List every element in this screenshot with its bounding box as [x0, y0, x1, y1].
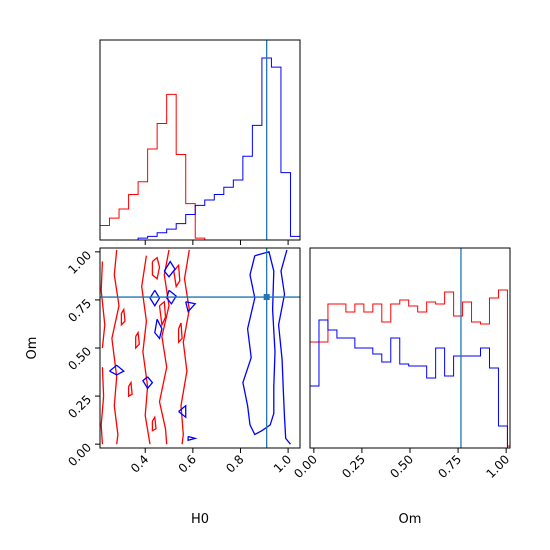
om-x-tick-label-3: 0.75: [435, 452, 464, 481]
joint-x-tick-label-3: 1.0: [271, 452, 294, 475]
contour-series-a-3: [149, 289, 161, 307]
x-axis-label-om: Om: [399, 512, 422, 527]
contour-series-b-6: [151, 256, 161, 280]
contour-series-a-9: [178, 404, 187, 419]
contour-series-a-1: [242, 250, 276, 436]
om-x-tick-label-4: 1.00: [483, 452, 512, 481]
panel-h0-histogram: [99, 39, 301, 245]
contour-series-a-2: [163, 260, 176, 278]
hist-h0-series-a: [100, 57, 300, 240]
joint-y-tick-label-2: 0.50: [65, 344, 94, 373]
om-x-tick-label-2: 0.50: [387, 452, 416, 481]
joint-y-tick-label-1: 0.25: [65, 392, 94, 421]
contour-series-b-8: [158, 300, 167, 328]
contour-series-a-5: [185, 301, 197, 313]
contour-series-b-1: [100, 261, 106, 349]
contour-series-b-0: [111, 249, 120, 445]
joint-x-tick-label-1: 0.6: [176, 452, 199, 475]
joint-y-tick-label-3: 0.75: [65, 296, 94, 325]
contour-series-b-5: [180, 249, 190, 445]
contour-series-b-13: [151, 415, 157, 432]
om-x-tick-label-1: 0.25: [339, 452, 368, 481]
x-axis-label-h0: H0: [191, 512, 209, 527]
panel-joint: 0.4 0.6 0.8 1.0 0.00 0.25 0.50 0.75 1.00: [65, 247, 301, 476]
contour-series-a-10: [187, 435, 198, 442]
panel-om-histogram: 0.00 0.25 0.50 0.75 1.00: [291, 247, 512, 481]
joint-y-tick-label-4: 1.00: [65, 248, 94, 277]
hist-h0-series-b: [100, 93, 300, 240]
joint-x-tick-label-0: 0.4: [128, 452, 151, 475]
joint-x-tick-label-2: 0.8: [223, 452, 246, 475]
contour-series-a-8: [142, 376, 154, 390]
contour-series-b-10: [120, 307, 126, 327]
joint-y-tick-label-0: 0.00: [65, 440, 94, 469]
contour-series-a-6: [154, 318, 163, 340]
contour-series-a-4: [165, 289, 178, 305]
panel-h0-frame: [100, 40, 300, 240]
hist-om-series-b: [310, 289, 510, 448]
contour-series-b-9: [177, 322, 183, 344]
contour-series-b-11: [135, 330, 140, 350]
om-x-tick-label-0: 0.00: [291, 452, 320, 481]
y-axis-label-om: Om: [25, 337, 40, 360]
contour-series-a-0: [277, 249, 292, 445]
truth-marker: [263, 294, 270, 301]
panel-om-frame: [310, 248, 510, 448]
contour-series-b-7: [173, 263, 181, 289]
contour-series-b-12: [127, 380, 133, 398]
contour-series-a-7: [109, 364, 125, 376]
contour-series-b-3: [141, 255, 151, 445]
contour-series-b-2: [100, 367, 105, 445]
hist-om-series-a: [310, 319, 510, 448]
panel-joint-frame: [100, 248, 300, 448]
contour-series-b-4: [158, 249, 170, 445]
